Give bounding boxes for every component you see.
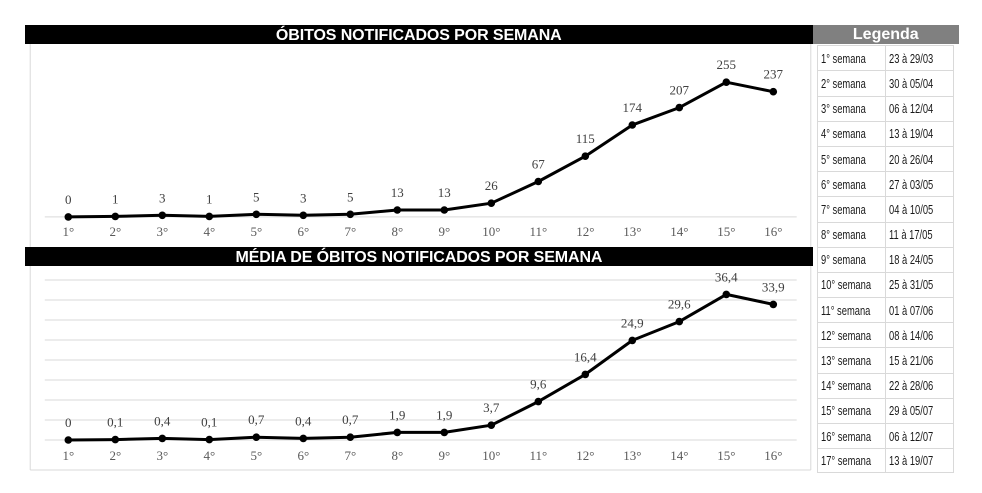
svg-text:11°: 11° [529,224,547,239]
svg-text:29,6: 29,6 [668,297,691,312]
svg-text:174: 174 [623,100,643,115]
svg-text:26: 26 [485,178,499,193]
svg-text:3: 3 [159,190,166,205]
svg-text:1: 1 [112,191,119,206]
svg-text:3°: 3° [156,224,168,239]
svg-text:67: 67 [532,157,546,172]
svg-text:3°: 3° [156,448,168,463]
svg-text:7°: 7° [344,224,356,239]
svg-text:0,4: 0,4 [295,413,312,428]
svg-text:1°: 1° [62,448,74,463]
svg-text:16°: 16° [764,224,782,239]
svg-text:24,9: 24,9 [621,315,644,330]
svg-text:5°: 5° [250,448,262,463]
svg-text:9°: 9° [438,224,450,239]
svg-text:9°: 9° [438,448,450,463]
svg-text:5: 5 [253,189,260,204]
svg-text:0,7: 0,7 [248,412,265,427]
svg-text:5°: 5° [250,224,262,239]
svg-text:237: 237 [764,67,784,82]
svg-text:0,4: 0,4 [154,413,171,428]
svg-text:1,9: 1,9 [436,407,452,422]
svg-text:9,6: 9,6 [530,377,547,392]
svg-text:13°: 13° [623,448,641,463]
svg-text:12°: 12° [576,448,594,463]
svg-text:115: 115 [576,131,595,146]
svg-text:14°: 14° [670,448,688,463]
svg-text:8°: 8° [391,224,403,239]
svg-text:0: 0 [65,415,72,430]
svg-text:4°: 4° [203,448,215,463]
svg-text:33,9: 33,9 [762,279,785,294]
svg-text:10°: 10° [482,448,500,463]
svg-text:255: 255 [717,57,737,72]
svg-text:5: 5 [347,189,354,204]
svg-text:1°: 1° [62,224,74,239]
svg-text:3: 3 [300,190,307,205]
svg-text:1,9: 1,9 [389,407,405,422]
svg-text:13: 13 [438,185,451,200]
svg-text:16,4: 16,4 [574,349,597,364]
svg-text:11°: 11° [529,448,547,463]
svg-text:0,1: 0,1 [107,415,123,430]
svg-text:13°: 13° [623,224,641,239]
svg-text:2°: 2° [109,224,121,239]
svg-text:8°: 8° [391,448,403,463]
svg-text:10°: 10° [482,224,500,239]
svg-text:7°: 7° [344,448,356,463]
svg-text:4°: 4° [203,224,215,239]
svg-text:15°: 15° [717,448,735,463]
svg-text:0: 0 [65,192,72,207]
svg-text:16°: 16° [764,448,782,463]
svg-text:15°: 15° [717,224,735,239]
svg-text:2°: 2° [109,448,121,463]
svg-text:1: 1 [206,191,213,206]
svg-text:14°: 14° [670,224,688,239]
svg-text:36,4: 36,4 [715,269,738,284]
svg-text:6°: 6° [297,448,309,463]
svg-text:6°: 6° [297,224,309,239]
svg-text:3,7: 3,7 [483,400,500,415]
svg-text:0,1: 0,1 [201,415,217,430]
svg-text:0,7: 0,7 [342,412,359,427]
svg-text:12°: 12° [576,224,594,239]
svg-text:13: 13 [391,185,404,200]
svg-text:207: 207 [670,83,690,98]
